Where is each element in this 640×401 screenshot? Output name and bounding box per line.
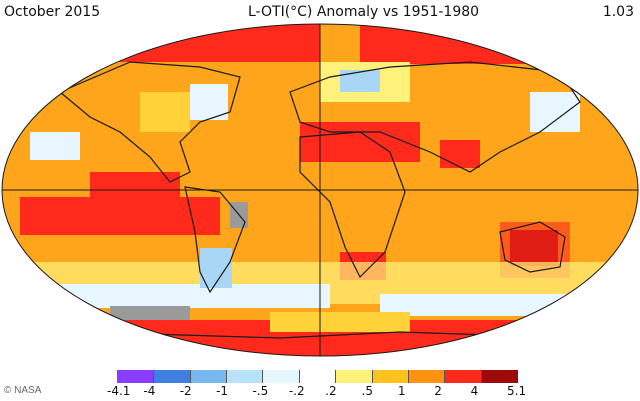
australia-outline: [499, 221, 566, 273]
legend-swatch: [117, 370, 154, 383]
north-pacific-cool-patch: [30, 132, 80, 160]
legend-swatch: [153, 370, 191, 383]
southern-cool-band-east: [380, 294, 638, 316]
period-label: October 2015: [4, 4, 101, 20]
map-globe: [2, 24, 638, 356]
siberia-hot-band: [360, 24, 620, 64]
southern-cool-band: [2, 284, 330, 308]
temperature-anomaly-map: [1, 23, 639, 357]
legend-swatch: [480, 370, 518, 383]
globe-border: [1, 23, 639, 357]
legend-label: .2: [325, 384, 337, 398]
map-header: October 2015 L-OTI(°C) Anomaly vs 1951-1…: [0, 0, 640, 22]
legend-label: 2: [434, 384, 442, 398]
legend-label: 1: [397, 384, 406, 398]
south-america-outline: [184, 186, 246, 294]
global-mean-value: 1.03: [602, 4, 634, 20]
legend-label: -2: [179, 384, 192, 398]
legend-swatch: [298, 370, 337, 383]
north-america-outline: [58, 61, 241, 183]
el-nino-hot-tongue: [20, 197, 220, 235]
arabia-hot-patch: [440, 140, 480, 168]
north-america-mild: [140, 92, 190, 132]
labrador-cool-patch: [190, 84, 228, 120]
nasa-credit: © NASA: [4, 385, 42, 396]
legend-swatch: [407, 370, 446, 383]
legend-label: -1: [216, 384, 229, 398]
east-pacific-hot: [90, 172, 180, 202]
legend-swatch: [444, 370, 482, 383]
africa-outline: [299, 131, 406, 279]
legend-swatch: [335, 370, 373, 383]
legend-swatch: [371, 370, 409, 383]
eurasia-outline: [289, 61, 581, 173]
map-title: L-OTI(°C) Anomaly vs 1951-1980: [248, 4, 480, 20]
legend-label: -4.1: [107, 384, 131, 398]
legend-label: 4: [470, 384, 479, 398]
legend-swatch: [226, 370, 264, 383]
legend-swatch: [262, 370, 300, 383]
arctic-hot-band: [60, 24, 320, 62]
legend-label: -.5: [252, 384, 269, 398]
north-atlantic-cool-patch: [340, 70, 380, 92]
west-pacific-cool-patch: [530, 92, 580, 132]
no-data-patch: [110, 306, 190, 322]
legend-label: .5: [361, 384, 373, 398]
legend-label: -4: [143, 384, 156, 398]
antarctica-mild-strip: [270, 312, 410, 332]
legend-swatch: [189, 370, 228, 383]
legend-label: -.2: [288, 384, 305, 398]
legend-label: 5.1: [507, 384, 527, 398]
